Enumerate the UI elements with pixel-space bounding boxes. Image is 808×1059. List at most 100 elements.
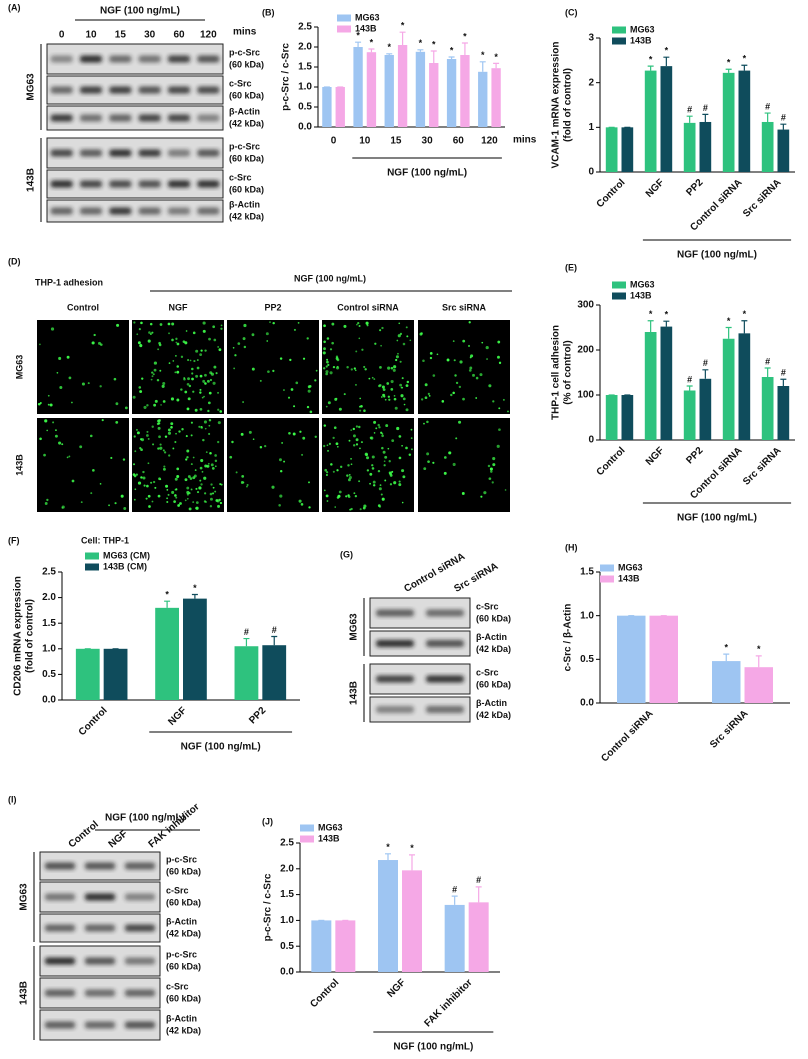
x-tick-label: Control: [308, 977, 341, 1010]
blot-band: [79, 207, 103, 215]
cell-dot: [187, 397, 191, 401]
cell-dot: [390, 379, 394, 384]
cell-dot: [267, 370, 270, 373]
significance-mark: *: [743, 309, 747, 319]
x-tick-label: Src siRNA: [741, 177, 783, 219]
assay-title: THP-1 adhesion: [35, 277, 103, 287]
legend-swatch: [612, 292, 626, 300]
y-tick-label: 2.5: [42, 567, 56, 578]
row-label: (60 kDa): [166, 961, 201, 971]
cell-dot: [335, 397, 338, 400]
cell-dot: [90, 492, 93, 495]
cell-dot: [213, 338, 217, 342]
cell-dot: [163, 451, 167, 454]
blot-band: [84, 893, 116, 901]
bar: [75, 648, 100, 700]
bar: [621, 127, 634, 172]
error-bar: [475, 886, 482, 903]
cell-dot: [397, 352, 399, 355]
cell-dot: [369, 482, 371, 485]
bar: [621, 395, 634, 440]
group-label: 143B: [19, 981, 30, 1005]
cell-dot: [314, 379, 317, 382]
cell-dot: [336, 445, 339, 448]
row-label: (42 kDa): [476, 644, 511, 654]
cell-dot: [459, 360, 463, 364]
bar: [644, 70, 657, 172]
cell-dot: [410, 428, 413, 431]
blot-band: [197, 149, 220, 157]
blot-band: [197, 114, 220, 122]
lane-unit: mins: [233, 27, 257, 38]
bar: [683, 122, 696, 172]
row-label: p-c-Src: [166, 854, 197, 864]
error-bar: [430, 50, 437, 63]
cell-dot: [448, 451, 452, 455]
cell-dot: [399, 360, 402, 363]
cell-dot: [246, 485, 248, 488]
y-tick-label: 1.0: [298, 82, 312, 93]
cell-dot: [424, 383, 428, 387]
cell-dot: [248, 430, 252, 434]
cell-dot: [235, 471, 238, 474]
significance-mark: *: [432, 39, 436, 49]
cell-dot: [97, 341, 102, 345]
cell-dot: [185, 435, 188, 438]
cell-dot: [176, 398, 180, 402]
cell-dot: [218, 498, 221, 502]
cell-dot: [115, 402, 119, 406]
cell-dot: [469, 356, 472, 359]
significance-mark: *: [386, 842, 390, 852]
cell-dot: [158, 422, 161, 425]
significance-mark: #: [703, 358, 708, 368]
row-label: p-c-Src: [229, 47, 260, 57]
cell-dot: [192, 331, 196, 335]
cell-dot: [389, 483, 393, 486]
bar: [415, 51, 426, 127]
cell-dot: [346, 366, 349, 369]
cell-dot: [196, 366, 200, 370]
blot-strip: [46, 105, 224, 131]
cell-dot: [444, 456, 447, 459]
cell-dot: [209, 378, 213, 382]
cell-dot: [220, 327, 223, 330]
y-axis-label: VCAM-1 mRNA expression: [551, 42, 562, 169]
cell-dot: [363, 409, 366, 412]
x-tick-label: Control: [595, 177, 628, 210]
cell-dot: [393, 365, 397, 369]
cell-dot: [323, 340, 326, 344]
cell-dot: [446, 358, 450, 362]
panel-label: (J): [262, 816, 273, 826]
cell-dot: [371, 464, 374, 467]
cell-dot: [140, 476, 143, 479]
cell-dot: [215, 372, 218, 375]
cell-dot: [162, 381, 166, 385]
error-bar: [741, 64, 748, 71]
cell-dot: [220, 483, 223, 486]
x-tick-label: FAK inhibitor: [422, 977, 474, 1029]
x-axis-label: NGF (100 ng/mL): [677, 250, 757, 261]
significance-mark: *: [419, 38, 423, 48]
cell-dot: [133, 321, 136, 324]
bar: [183, 598, 207, 700]
cell-dot: [398, 483, 402, 487]
legend-swatch: [85, 563, 99, 571]
cell-dot: [175, 488, 178, 491]
x-tick-label: NGF: [385, 977, 408, 1000]
cell-dot: [390, 387, 394, 391]
row-label: (60 kDa): [229, 153, 264, 163]
cell-dot: [452, 391, 455, 395]
cell-dot: [66, 456, 69, 459]
cell-dot: [323, 347, 326, 351]
cell-dot: [373, 432, 376, 434]
cell-dot: [354, 369, 357, 372]
cell-dot: [201, 470, 204, 473]
cell-dot: [153, 403, 157, 407]
x-tick-label: 0: [331, 136, 337, 147]
cell-dot: [186, 407, 190, 411]
cell-dot: [479, 373, 483, 377]
cell-dot: [198, 425, 201, 428]
cell-dot: [168, 362, 171, 365]
cell-dot: [487, 464, 491, 468]
cell-dot: [149, 322, 153, 326]
